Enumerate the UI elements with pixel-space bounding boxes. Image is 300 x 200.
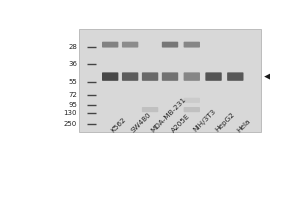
FancyBboxPatch shape	[102, 42, 119, 48]
Text: Hela: Hela	[235, 118, 251, 133]
FancyBboxPatch shape	[122, 72, 138, 81]
Text: K562: K562	[110, 116, 128, 133]
Text: 55: 55	[68, 79, 77, 85]
Text: 28: 28	[68, 44, 77, 50]
Text: 95: 95	[68, 102, 77, 108]
FancyBboxPatch shape	[142, 72, 158, 81]
FancyBboxPatch shape	[162, 72, 178, 81]
Bar	[79, 29, 261, 132]
FancyBboxPatch shape	[184, 107, 200, 112]
FancyBboxPatch shape	[142, 107, 158, 112]
FancyBboxPatch shape	[102, 72, 119, 81]
FancyBboxPatch shape	[122, 42, 138, 48]
Text: MDA-MB-231: MDA-MB-231	[150, 96, 188, 133]
FancyBboxPatch shape	[227, 72, 244, 81]
FancyBboxPatch shape	[162, 42, 178, 48]
Text: 250: 250	[64, 121, 77, 127]
Text: HepG2: HepG2	[214, 112, 236, 133]
Text: A205E: A205E	[170, 112, 191, 133]
Polygon shape	[264, 72, 273, 81]
Text: NIH/3T3: NIH/3T3	[192, 108, 217, 133]
Text: 36: 36	[68, 61, 77, 67]
FancyBboxPatch shape	[184, 72, 200, 81]
FancyBboxPatch shape	[184, 42, 200, 48]
Text: SW480: SW480	[130, 111, 152, 133]
Text: 130: 130	[64, 110, 77, 116]
FancyBboxPatch shape	[206, 72, 222, 81]
FancyBboxPatch shape	[184, 98, 200, 103]
Text: 72: 72	[68, 92, 77, 98]
